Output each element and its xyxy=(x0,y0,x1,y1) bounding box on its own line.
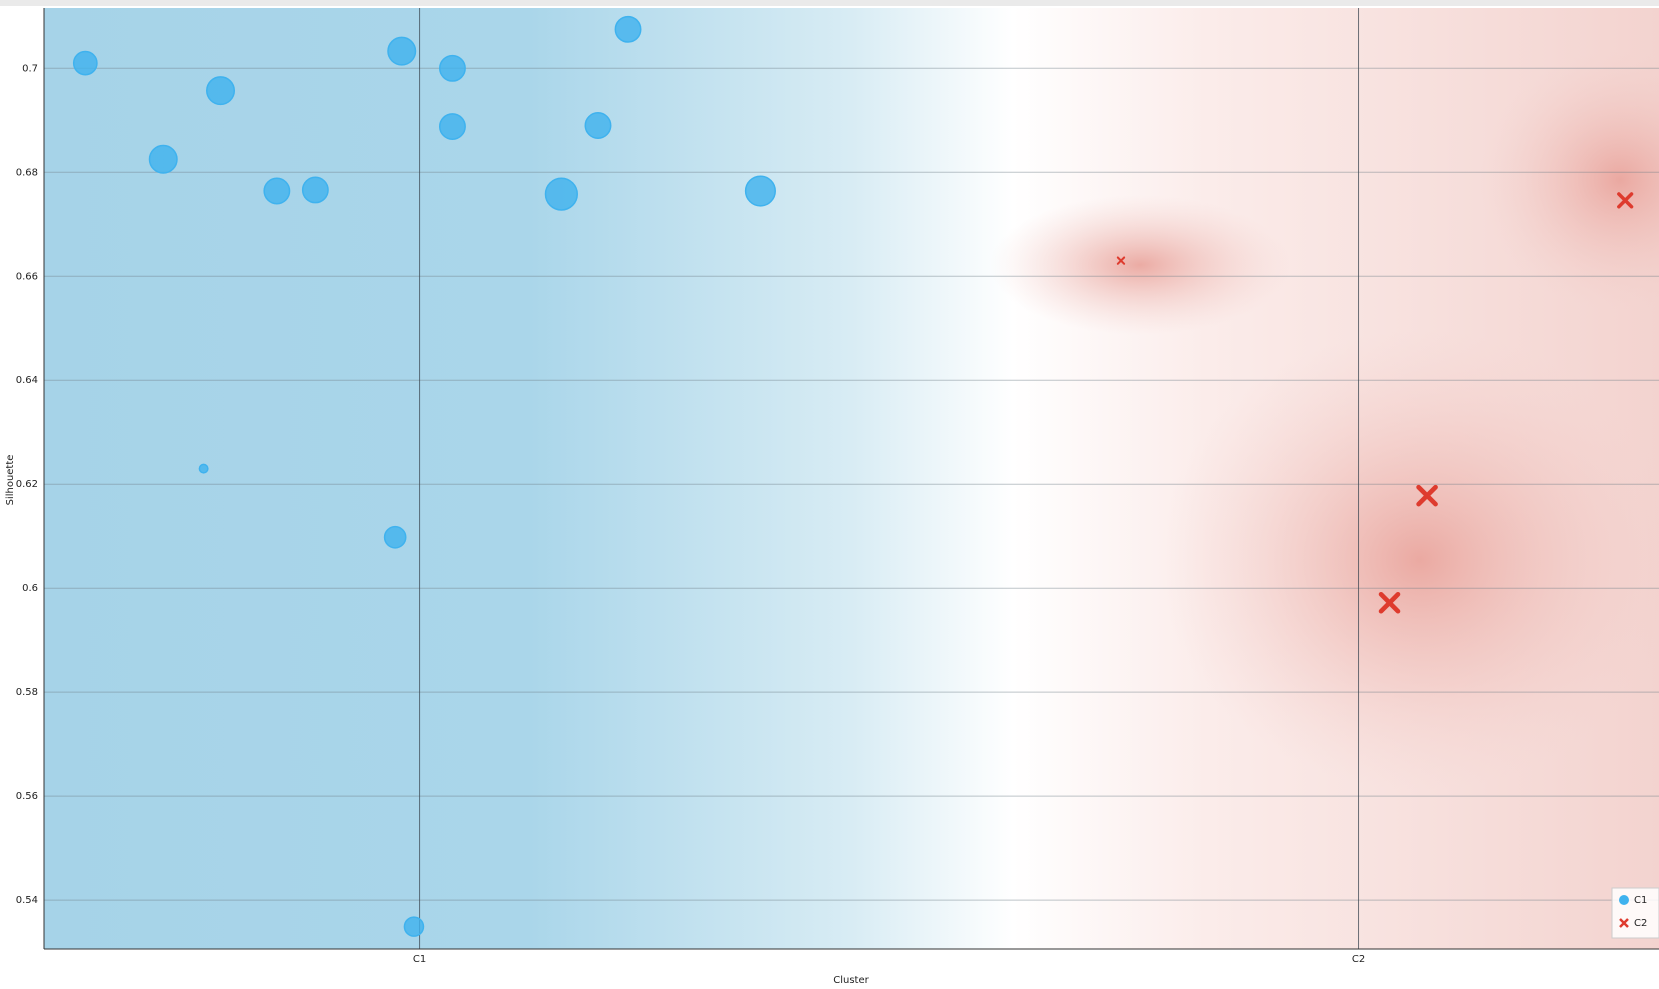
y-tick-label: 0.64 xyxy=(16,375,38,386)
plot-area xyxy=(44,8,1659,949)
point xyxy=(1378,591,1401,614)
point xyxy=(544,177,578,211)
point xyxy=(1416,484,1438,507)
top-bar xyxy=(0,0,1659,6)
y-tick-label: 0.58 xyxy=(16,687,38,698)
point xyxy=(584,112,612,139)
y-tick-label: 0.56 xyxy=(16,791,38,802)
point xyxy=(1116,256,1126,265)
density-blob xyxy=(1480,50,1659,310)
point xyxy=(403,916,425,937)
point xyxy=(198,463,209,474)
y-tick-label: 0.6 xyxy=(22,583,38,594)
point xyxy=(72,50,98,76)
density-blob xyxy=(990,195,1290,335)
y-axis-label: Silhouette xyxy=(5,455,16,506)
legend-marker xyxy=(1619,918,1629,928)
y-tick-label: 0.54 xyxy=(16,895,38,906)
y-tick-label: 0.66 xyxy=(16,271,38,282)
point xyxy=(438,113,466,140)
point xyxy=(614,15,642,43)
point xyxy=(744,175,776,207)
x-tick-label: C1 xyxy=(413,954,426,965)
legend-box xyxy=(1611,887,1659,939)
point xyxy=(438,54,466,82)
y-tick-label: 0.68 xyxy=(16,167,38,178)
point xyxy=(206,76,236,106)
legend-marker xyxy=(1619,895,1629,905)
x-tick-label: C2 xyxy=(1352,954,1365,965)
point xyxy=(1617,192,1634,209)
y-tick-label: 0.7 xyxy=(22,63,38,74)
y-tick-label: 0.62 xyxy=(16,479,38,490)
point xyxy=(383,525,407,549)
point xyxy=(387,36,417,66)
point xyxy=(301,176,329,204)
density-blob xyxy=(1160,330,1659,790)
point xyxy=(263,177,291,205)
legend-label: C2 xyxy=(1634,918,1647,929)
point xyxy=(148,144,178,174)
legend-label: C1 xyxy=(1634,895,1647,906)
x-axis-label: Cluster xyxy=(833,975,869,986)
